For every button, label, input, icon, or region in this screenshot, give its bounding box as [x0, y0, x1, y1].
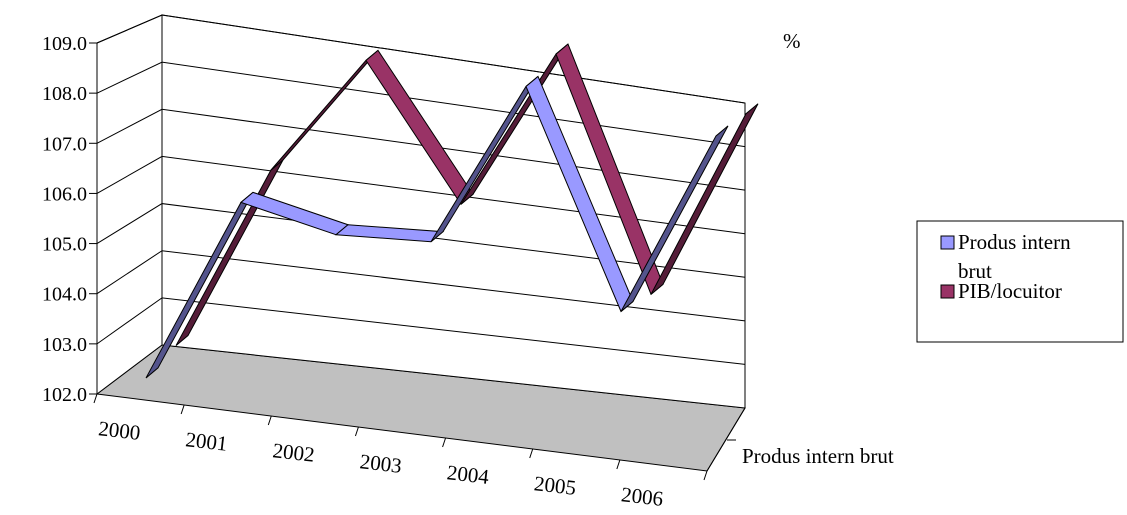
chart-frame [97, 15, 745, 471]
depth-axis-label: Produs intern brut [742, 444, 894, 468]
x-tick-label: 2002 [271, 438, 315, 467]
y-unit-label: % [783, 29, 801, 53]
legend-swatch-produs-intern-brut [941, 236, 954, 249]
legend: Produs intern brut PIB/locuitor [917, 221, 1123, 342]
y-tick-label: 105.0 [42, 234, 87, 256]
y-tick-label: 103.0 [42, 334, 87, 356]
x-tick-mark [181, 405, 184, 414]
x-tick-label: 2006 [620, 482, 664, 510]
x-tick-mark [268, 416, 271, 425]
y-tick-label: 108.0 [42, 83, 87, 105]
x-tick-label: 2001 [184, 427, 228, 456]
x-tick-mark [443, 438, 446, 447]
x-tick-label: 2000 [97, 416, 141, 445]
x-tick-label: 2005 [533, 471, 577, 500]
y-tick-label: 106.0 [42, 183, 87, 205]
x-tick-label: 2003 [359, 449, 403, 478]
legend-swatch-pib-locuitor [941, 285, 954, 298]
x-tick-mark [617, 460, 620, 469]
y-tick-label: 104.0 [42, 284, 87, 306]
x-tick-mark [530, 449, 533, 458]
x-tick-mark [94, 394, 97, 403]
legend-label-produs-intern-brut-line1: Produs intern [958, 230, 1071, 254]
y-tick-label: 102.0 [42, 384, 87, 406]
x-tick-label: 2004 [446, 460, 491, 489]
x-tick-mark [704, 471, 707, 480]
x-tick-mark [355, 427, 358, 436]
y-tick-label: 107.0 [42, 133, 87, 155]
y-tick-label: 109.0 [42, 33, 87, 55]
legend-label-pib-locuitor: PIB/locuitor [958, 279, 1062, 303]
